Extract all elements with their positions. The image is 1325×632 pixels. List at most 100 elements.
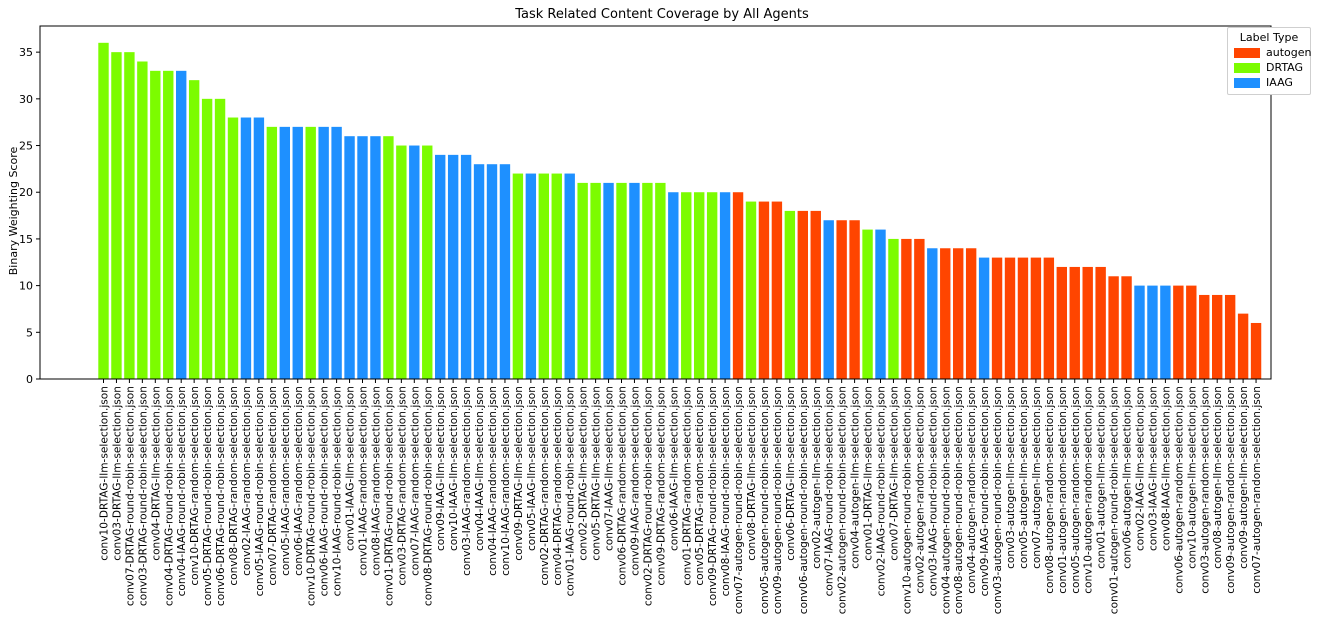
x-tick-label: conv05-autogen-random-selection.json: [1070, 386, 1082, 594]
bar-autogen: [1095, 266, 1106, 379]
bar-iaag: [499, 164, 511, 379]
x-tick-label: conv02-IAAG-round-robin-selection.json: [876, 386, 888, 596]
bar-autogen: [901, 238, 912, 379]
bar-autogen: [1043, 257, 1055, 379]
bar-drtag: [150, 70, 161, 379]
x-tick-label: conv10-IAAG-llm-selection.json: [448, 386, 460, 551]
x-tick-label: conv02-IAAG-llm-selection.json: [1135, 386, 1147, 551]
legend-label-drtag: DRTAG: [1266, 61, 1304, 74]
x-tick-label: conv03-IAAG-random-selection.json: [461, 386, 473, 576]
bar-autogen: [1069, 266, 1080, 379]
y-tick-label: 30: [19, 93, 33, 106]
bar-iaag: [1134, 285, 1145, 379]
bar-autogen: [965, 248, 977, 379]
x-tick-label: conv05-DRTAG-llm-selection.json: [591, 386, 603, 561]
bar-iaag: [668, 192, 679, 379]
x-tick-label: conv02-autogen-round-robin-selection.jso…: [837, 386, 849, 614]
bar-iaag: [1147, 285, 1158, 379]
y-tick-label: 25: [19, 140, 33, 153]
y-tick-label: 35: [19, 46, 33, 59]
x-tick-label: conv04-autogen-round-robin-selection.jso…: [940, 386, 952, 614]
x-tick-label: conv02-DRTAG-round-robin-selection.json: [642, 386, 654, 606]
x-tick-label: conv05-autogen-llm-selection.json: [1018, 386, 1030, 569]
y-axis-label: Binary Weighting Score: [7, 147, 20, 276]
y-tick-label: 10: [19, 280, 33, 293]
bar-iaag: [292, 126, 303, 379]
x-tick-label: conv07-DRTAG-random-selection.json: [267, 386, 279, 586]
x-tick-label: conv02-autogen-random-selection.json: [914, 386, 926, 594]
x-tick-label: conv09-IAAG-random-selection.json: [629, 386, 641, 576]
bar-iaag: [875, 229, 886, 379]
y-tick-label: 5: [26, 326, 33, 339]
x-tick-label: conv10-autogen-llm-selection.json: [1186, 386, 1198, 569]
bar-drtag: [305, 126, 316, 379]
x-tick-label: conv07-IAAG-random-selection.json: [409, 386, 421, 576]
bar-iaag: [927, 248, 938, 379]
x-tick-label: conv10-DRTAG-round-robin-selection.json: [306, 386, 318, 606]
x-tick-label: conv02-IAAG-random-selection.json: [241, 386, 253, 576]
bar-iaag: [435, 154, 446, 379]
x-tick-label: conv10-DRTAG-random-selection.json: [189, 386, 201, 586]
bar-iaag: [564, 173, 575, 379]
x-tick-label: conv03-IAAG-round-robin-selection.json: [927, 386, 939, 596]
bar-drtag: [201, 98, 213, 379]
x-tick-label: conv02-DRTAG-llm-selection.json: [578, 386, 590, 561]
plot-area: 0 5 10 15 20 25 30 35 conv10-DRTAG-llm-selection…: [19, 42, 1263, 614]
x-tick-label: conv10-IAAG-random-selection.json: [500, 386, 512, 576]
bar-autogen: [1237, 313, 1249, 379]
bar-iaag: [344, 136, 355, 379]
bar-iaag: [1160, 285, 1171, 379]
x-tick-label: conv01-DRTAG-llm-selection.json: [863, 386, 875, 561]
legend-item-iaag: IAAG: [1234, 77, 1293, 89]
bar-iaag: [318, 126, 329, 379]
bar-drtag: [422, 145, 433, 379]
x-tick-label: conv09-autogen-llm-selection.json: [1238, 386, 1250, 569]
x-tick-label: conv01-DRTAG-round-robin-selection.json: [383, 386, 395, 606]
bar-drtag: [512, 173, 524, 379]
bar-autogen: [1224, 294, 1236, 379]
x-tick-label: conv09-autogen-round-robin-selection.jso…: [772, 386, 784, 614]
x-tick-label: conv08-autogen-llm-selection.json: [1212, 386, 1224, 569]
x-tick-label: conv09-IAAG-llm-selection.json: [435, 386, 447, 551]
bar-drtag: [706, 192, 718, 379]
x-tick-label: conv01-DRTAG-random-selection.json: [681, 386, 693, 586]
bar-iaag: [176, 70, 187, 379]
x-tick-label: conv05-DRTAG-round-robin-selection.json: [202, 386, 214, 606]
x-tick-label: conv04-DRTAG-round-robin-selection.json: [163, 386, 175, 606]
x-tick-label: conv06-IAAG-round-robin-selection.json: [319, 386, 331, 596]
x-tick-label: conv05-IAAG-random-selection.json: [280, 386, 292, 576]
y-tick-label: 0: [26, 373, 33, 386]
bar-drtag: [694, 192, 705, 379]
bar-iaag: [279, 126, 290, 379]
x-tick-label: conv07-DRTAG-llm-selection.json: [888, 386, 900, 561]
x-tick-label: conv01-autogen-random-selection.json: [1057, 386, 1069, 594]
bar-iaag: [603, 182, 614, 379]
bar-iaag: [525, 173, 537, 379]
x-tick-label: conv08-DRTAG-round-robin-selection.json: [422, 386, 434, 606]
x-tick-label: conv07-DRTAG-round-robin-selection.json: [124, 386, 136, 606]
x-tick-label: conv04-IAAG-llm-selection.json: [474, 386, 486, 551]
legend-swatch-iaag: [1234, 78, 1260, 88]
x-tick-label: conv06-autogen-round-robin-selection.jso…: [798, 386, 810, 614]
x-tick-label: conv03-DRTAG-round-robin-selection.json: [137, 386, 149, 606]
bar-drtag: [163, 70, 174, 379]
x-tick-label: conv03-autogen-round-robin-selection.jso…: [992, 386, 1004, 614]
bar-drtag: [616, 182, 627, 379]
x-tick-label: conv06-DRTAG-llm-selection.json: [785, 386, 797, 561]
legend: Label Type autogen DRTAG IAAG: [1227, 27, 1311, 95]
x-tick-label: conv01-autogen-llm-selection.json: [1096, 386, 1108, 569]
bar-drtag: [227, 117, 239, 380]
bar-autogen: [953, 248, 964, 379]
x-tick-label: conv01-autogen-round-robin-selection.jso…: [1109, 386, 1121, 614]
bar-iaag: [331, 126, 342, 379]
legend-item-drtag: DRTAG: [1234, 62, 1303, 74]
x-tick-label: conv05-IAAG-llm-selection.json: [526, 386, 538, 551]
x-tick-label: conv08-DRTAG-llm-selection.json: [746, 386, 758, 561]
x-tick-label: conv03-DRTAG-random-selection.json: [396, 386, 408, 586]
x-tick-label: conv06-IAAG-random-selection.json: [293, 386, 305, 576]
x-tick-label: conv10-DRTAG-llm-selection.json: [99, 386, 111, 561]
x-tick-label: conv09-DRTAG-random-selection.json: [655, 386, 667, 586]
x-tick-label: conv04-IAAG-random-selection.json: [487, 386, 499, 576]
x-tick-label: conv01-IAAG-random-selection.json: [358, 386, 370, 576]
